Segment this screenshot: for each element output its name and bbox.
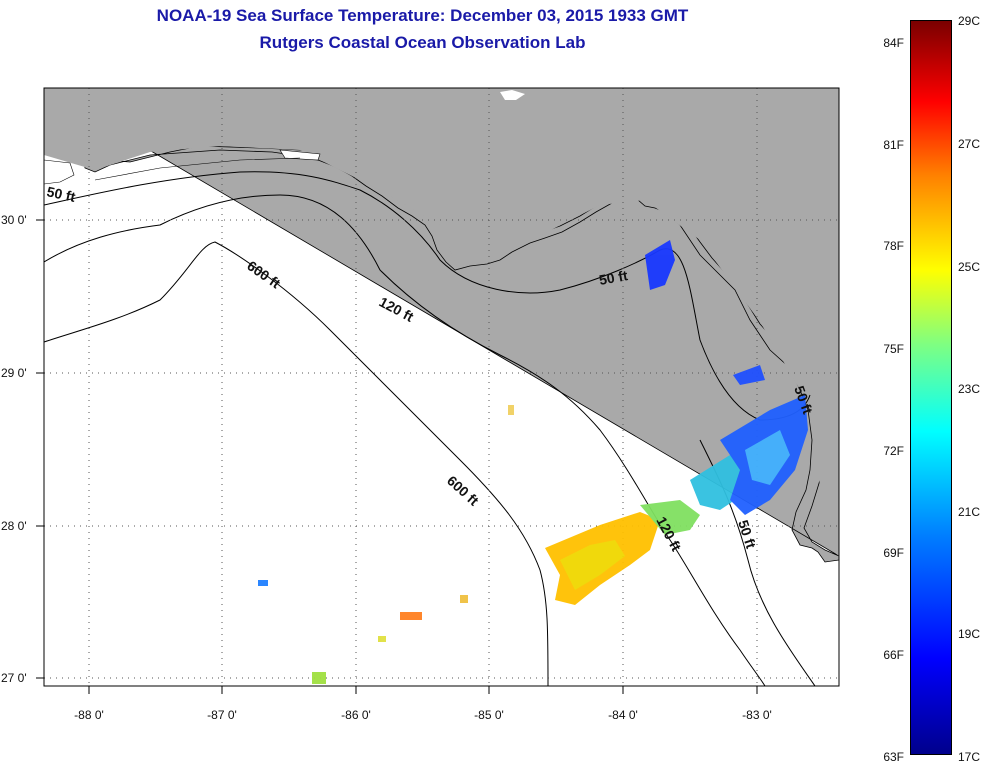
lon-label: -84 0' — [608, 708, 638, 722]
axis-ticks — [36, 219, 758, 694]
colorbar-f-tick: 72F — [883, 444, 904, 458]
lon-label: -87 0' — [207, 708, 237, 722]
colorbar-c-tick: 25C — [958, 260, 981, 274]
colorbar-c-tick: 23C — [958, 382, 981, 396]
isobath-label: 50 ft — [45, 183, 77, 205]
map-title: NOAA-19 Sea Surface Temperature: Decembe… — [156, 6, 689, 25]
colorbar-f-tick: 78F — [883, 239, 904, 253]
lon-label: -86 0' — [341, 708, 371, 722]
colorbar-c-tick: 29C — [958, 14, 981, 28]
isobath-600ft — [44, 241, 549, 686]
colorbar-c-tick: 21C — [958, 505, 981, 519]
isobath-120ft — [44, 194, 766, 686]
sst-data — [258, 240, 808, 684]
colorbar-c-tick: 19C — [958, 627, 981, 641]
lat-label: 30 0' — [1, 213, 27, 227]
colorbar-c-tick: 27C — [958, 137, 981, 151]
colorbar-f-tick: 75F — [883, 342, 904, 356]
colorbar-c-tick: 17C — [958, 750, 981, 764]
lat-label: 28 0' — [1, 519, 27, 533]
colorbar-f-tick: 84F — [883, 36, 904, 50]
map-subtitle: Rutgers Coastal Ocean Observation Lab — [259, 33, 586, 52]
isobath-label: 50 ft — [598, 267, 629, 288]
isobath-50ft — [44, 171, 811, 421]
colorbar-f-tick: 69F — [883, 546, 904, 560]
lat-label: 29 0' — [1, 366, 27, 380]
lon-label: -85 0' — [474, 708, 504, 722]
colorbar-f-tick: 81F — [883, 138, 904, 152]
colorbar-f-tick: 63F — [883, 750, 904, 764]
colorbar-f-tick: 66F — [883, 648, 904, 662]
lon-label: -88 0' — [74, 708, 104, 722]
temperature-colorbar — [910, 20, 952, 755]
lat-label: 27 0' — [1, 671, 27, 685]
lon-label: -83 0' — [742, 708, 772, 722]
